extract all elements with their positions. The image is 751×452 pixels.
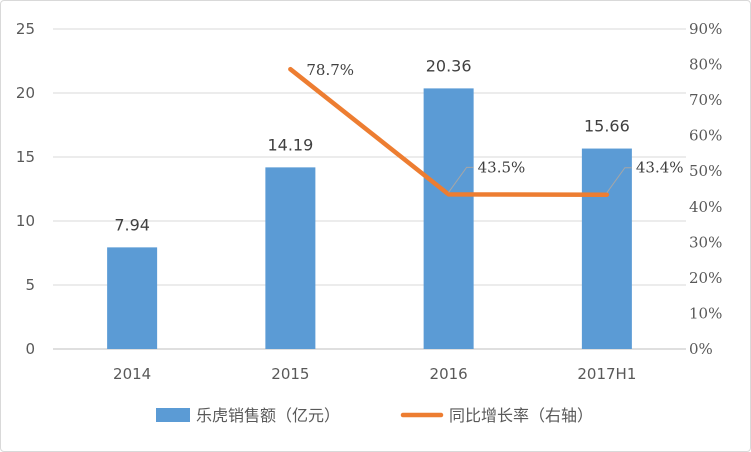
y-right-tick-label: 20% xyxy=(689,269,722,287)
x-tick-label: 2017H1 xyxy=(577,365,636,383)
y-left-tick-label: 15 xyxy=(16,148,35,166)
bar xyxy=(107,247,158,349)
y-right-tick-label: 0% xyxy=(689,340,713,358)
bar-value-label: 14.19 xyxy=(267,135,313,154)
y-left-tick-label: 25 xyxy=(16,20,35,38)
growth-line xyxy=(288,66,610,197)
y-right-tick-label: 80% xyxy=(689,56,722,74)
axes: 0 5 10 15 20 25 0% 10% 20% 30% 40% 50% 60% 70% 80% 90% 2… xyxy=(16,20,722,383)
bar-value-label: 7.94 xyxy=(114,215,150,234)
y-left-tick-label: 0 xyxy=(25,340,35,358)
line-value-label: 78.7% xyxy=(306,61,354,79)
line-series xyxy=(288,66,610,197)
leader-line xyxy=(606,167,632,193)
line-value-label: 43.5% xyxy=(478,158,526,176)
legend-swatch-bar xyxy=(156,408,190,422)
x-tick-label: 2015 xyxy=(271,365,309,383)
legend-label: 乐虎销售额（亿元） xyxy=(196,406,340,425)
leader-line xyxy=(448,166,474,193)
y-right-tick-label: 60% xyxy=(689,127,722,145)
bar-value-label: 15.66 xyxy=(584,117,630,136)
y-right-tick-label: 30% xyxy=(689,233,722,251)
y-right-tick-label: 10% xyxy=(689,304,722,322)
y-right-tick-label: 40% xyxy=(689,198,722,216)
line-value-label: 43.4% xyxy=(636,159,684,177)
bar xyxy=(581,148,632,349)
bar-value-label: 20.36 xyxy=(426,56,472,75)
y-right-tick-label: 90% xyxy=(689,20,722,38)
y-left-tick-label: 5 xyxy=(25,276,35,294)
y-right-tick-label: 50% xyxy=(689,162,722,180)
x-tick-label: 2014 xyxy=(113,365,151,383)
gridlines xyxy=(53,28,686,350)
bar xyxy=(423,88,474,349)
legend-label: 同比增长率（右轴） xyxy=(449,406,593,425)
bar xyxy=(265,167,316,349)
bar-series xyxy=(107,88,632,349)
y-right-tick-label: 70% xyxy=(689,91,722,109)
x-tick-label: 2016 xyxy=(430,365,468,383)
y-left-tick-label: 10 xyxy=(16,212,35,230)
data-labels: 7.94 14.19 20.36 15.66 78.7% 43.5% 43.4% xyxy=(114,56,683,234)
legend: 乐虎销售额（亿元） 同比增长率（右轴） xyxy=(156,406,593,425)
y-left-tick-label: 20 xyxy=(16,84,35,102)
